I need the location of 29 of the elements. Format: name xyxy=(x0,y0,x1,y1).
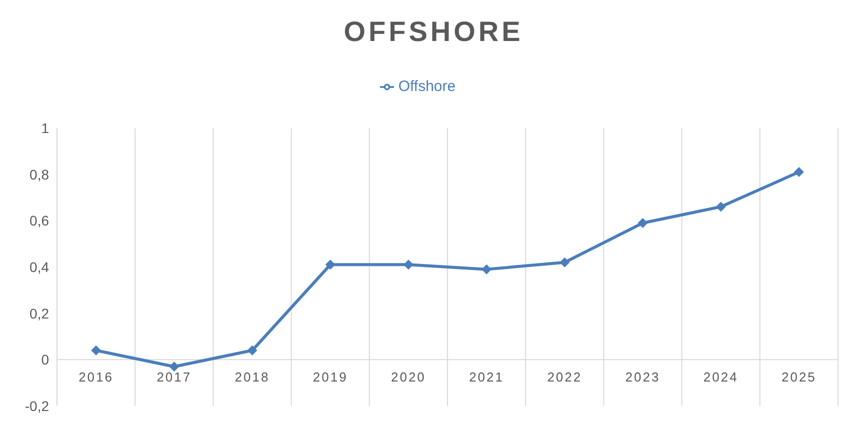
y-tick-label: 0,4 xyxy=(30,258,50,275)
point xyxy=(247,345,258,356)
y-tick-label: 0,6 xyxy=(30,212,50,229)
point xyxy=(403,260,414,270)
point xyxy=(716,202,726,212)
y-tick-label: 1 xyxy=(41,120,50,136)
y-tick-label: 0,2 xyxy=(30,305,50,322)
x-tick-label: 2018 xyxy=(234,370,270,385)
point xyxy=(560,257,570,268)
x-tick-label: 2019 xyxy=(312,370,348,385)
point xyxy=(638,218,648,228)
x-tick-label: 2023 xyxy=(625,370,660,385)
point xyxy=(91,345,102,356)
legend-label: Offshore xyxy=(398,78,456,95)
point xyxy=(482,264,492,274)
x-tick-label: 2016 xyxy=(78,370,114,385)
x-tick-label: 2017 xyxy=(156,370,192,385)
x-tick-label: 2020 xyxy=(390,370,426,385)
y-tick-label: 0 xyxy=(41,352,50,368)
y-tick-label: 0,8 xyxy=(30,166,50,182)
chart-title: OFFSHORE xyxy=(342,16,524,48)
point xyxy=(325,260,336,270)
point xyxy=(794,167,804,178)
x-tick-label: 2022 xyxy=(547,370,582,385)
y-tick-label: -0,2 xyxy=(24,398,50,414)
x-tick-label: 2021 xyxy=(469,370,504,385)
x-tick-label: 2024 xyxy=(703,370,738,385)
x-tick-label: 2025 xyxy=(781,370,816,385)
point xyxy=(169,362,180,372)
